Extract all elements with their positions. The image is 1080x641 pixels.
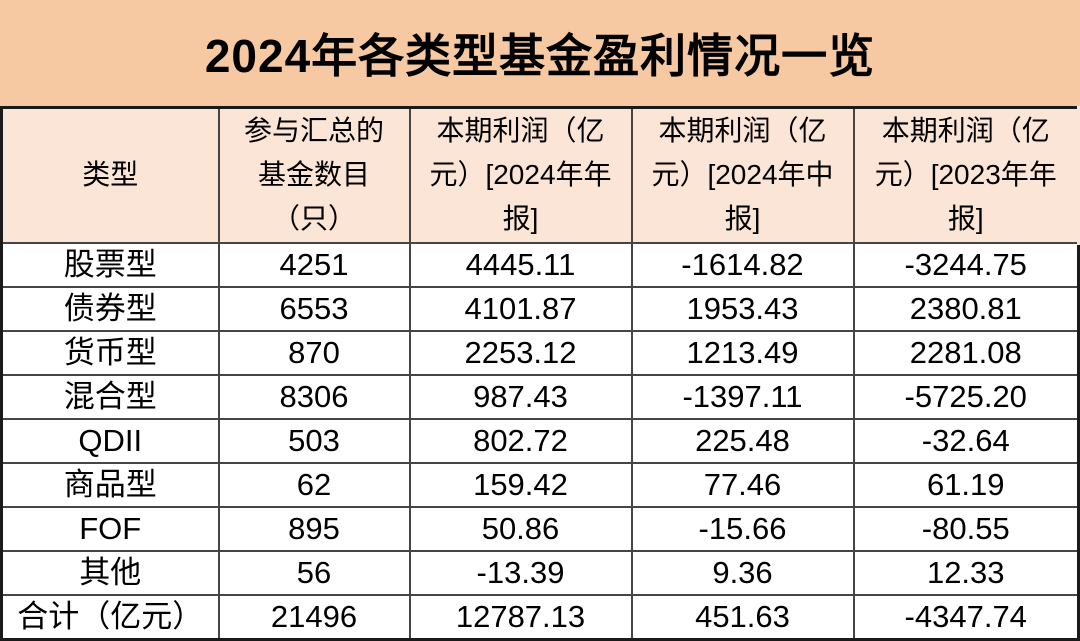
table-cell: -3244.75 xyxy=(852,241,1080,288)
table-cell: 其他 xyxy=(0,549,220,596)
table-cell: -5725.20 xyxy=(852,373,1080,420)
table-cell: 2281.08 xyxy=(852,329,1080,376)
column-header-profit-2024-interim: 本期利润（亿 元）[2024年中 报] xyxy=(630,106,855,244)
column-header-profit-2023-annual: 本期利润（亿 元）[2023年年 报] xyxy=(852,106,1080,244)
table-row-commodity: 商品型 62 159.42 77.46 61.19 xyxy=(0,461,1080,508)
table-row-mixed: 混合型 8306 987.43 -1397.11 -5725.20 xyxy=(0,373,1080,420)
table-cell: 9.36 xyxy=(630,549,855,596)
table-cell: 2253.12 xyxy=(408,329,633,376)
table-cell: -1397.11 xyxy=(630,373,855,420)
header-row: 类型 参与汇总的 基金数目 （只） 本期利润（亿 元）[2024年年 报] 本期… xyxy=(0,106,1080,244)
table-cell: QDII xyxy=(0,417,220,464)
table-cell: 77.46 xyxy=(630,461,855,508)
table-cell: -15.66 xyxy=(630,505,855,552)
table-cell: 62 xyxy=(217,461,411,508)
table-cell: -80.55 xyxy=(852,505,1080,552)
table-row-other: 其他 56 -13.39 9.36 12.33 xyxy=(0,549,1080,596)
table-cell: 2380.81 xyxy=(852,285,1080,332)
column-header-type: 类型 xyxy=(0,106,220,244)
table-row-stock: 股票型 4251 4445.11 -1614.82 -3244.75 xyxy=(0,241,1080,288)
fund-profit-table: 类型 参与汇总的 基金数目 （只） 本期利润（亿 元）[2024年年 报] 本期… xyxy=(0,106,1080,641)
table-cell: -32.64 xyxy=(852,417,1080,464)
table-cell: 混合型 xyxy=(0,373,220,420)
table-cell: 12.33 xyxy=(852,549,1080,596)
table-row-money-market: 货币型 870 2253.12 1213.49 2281.08 xyxy=(0,329,1080,376)
table-cell: 12787.13 xyxy=(408,593,633,640)
table-cell: 802.72 xyxy=(408,417,633,464)
table-cell: 4251 xyxy=(217,241,411,288)
table-cell: FOF xyxy=(0,505,220,552)
table-cell: 61.19 xyxy=(852,461,1080,508)
table-cell: 56 xyxy=(217,549,411,596)
table-cell: 6553 xyxy=(217,285,411,332)
table-cell: 1213.49 xyxy=(630,329,855,376)
table-cell: 987.43 xyxy=(408,373,633,420)
table-cell: -1614.82 xyxy=(630,241,855,288)
cropped-column-sliver xyxy=(1077,106,1080,245)
table-cell: 股票型 xyxy=(0,241,220,288)
table-cell: 4101.87 xyxy=(408,285,633,332)
table-cell: 895 xyxy=(217,505,411,552)
table-cell: -13.39 xyxy=(408,549,633,596)
table-row-fof: FOF 895 50.86 -15.66 -80.55 xyxy=(0,505,1080,552)
table-cell: 159.42 xyxy=(408,461,633,508)
table-cell: 4445.11 xyxy=(408,241,633,288)
table-cell: -4347.74 xyxy=(852,593,1080,640)
table-cell: 合计（亿元） xyxy=(0,593,220,640)
table-row-total: 合计（亿元） 21496 12787.13 451.63 -4347.74 xyxy=(0,593,1080,640)
page-title: 2024年各类型基金盈利情况一览 xyxy=(204,30,876,82)
table-row-bond: 债券型 6553 4101.87 1953.43 2380.81 xyxy=(0,285,1080,332)
table-cell: 商品型 xyxy=(0,461,220,508)
table-cell: 503 xyxy=(217,417,411,464)
table-cell: 451.63 xyxy=(630,593,855,640)
column-header-profit-2024-annual: 本期利润（亿 元）[2024年年 报] xyxy=(408,106,633,244)
fund-profit-table-zone: 类型 参与汇总的 基金数目 （只） 本期利润（亿 元）[2024年年 报] 本期… xyxy=(0,106,1080,641)
table-cell: 21496 xyxy=(217,593,411,640)
table-cell: 870 xyxy=(217,329,411,376)
title-banner: 2024年各类型基金盈利情况一览 xyxy=(0,0,1080,106)
table-cell: 1953.43 xyxy=(630,285,855,332)
table-cell: 225.48 xyxy=(630,417,855,464)
table-cell: 货币型 xyxy=(0,329,220,376)
table-row-qdii: QDII 503 802.72 225.48 -32.64 xyxy=(0,417,1080,464)
table-cell: 50.86 xyxy=(408,505,633,552)
table-cell: 8306 xyxy=(217,373,411,420)
column-header-fund-count: 参与汇总的 基金数目 （只） xyxy=(217,106,411,244)
table-cell: 债券型 xyxy=(0,285,220,332)
